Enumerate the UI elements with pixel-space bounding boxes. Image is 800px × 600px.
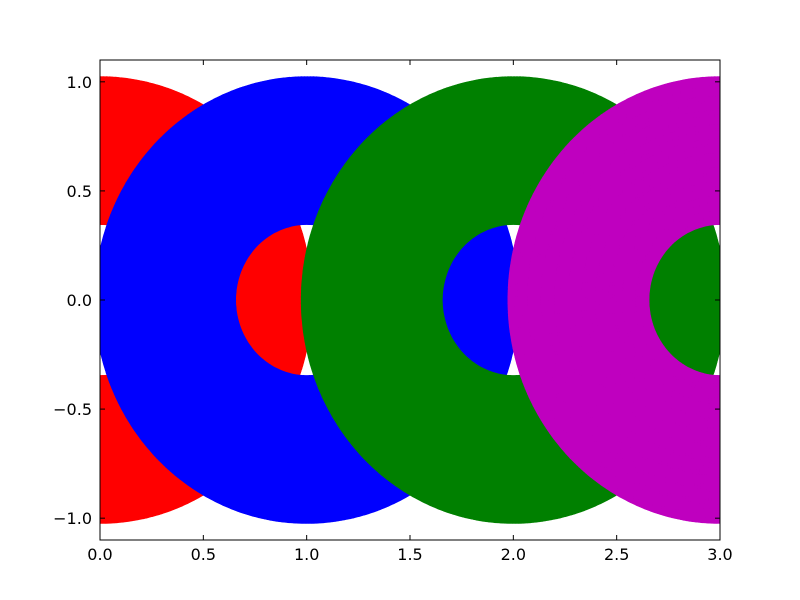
data-point <box>100 210 102 221</box>
data-point <box>100 379 102 390</box>
data-point <box>100 207 105 224</box>
data-point <box>100 120 105 138</box>
data-point <box>100 112 101 118</box>
data-point <box>100 464 102 477</box>
data-point <box>100 136 103 151</box>
data-point <box>100 164 105 181</box>
data-point <box>100 167 102 177</box>
data-point <box>100 423 102 433</box>
data-point <box>100 155 101 161</box>
data-point <box>100 482 101 488</box>
data-point <box>100 150 104 166</box>
data-point <box>100 194 103 208</box>
data-point <box>100 123 102 136</box>
data-point <box>100 93 103 108</box>
plot-area <box>100 76 720 524</box>
data-point <box>100 107 104 123</box>
data-point <box>100 439 101 445</box>
